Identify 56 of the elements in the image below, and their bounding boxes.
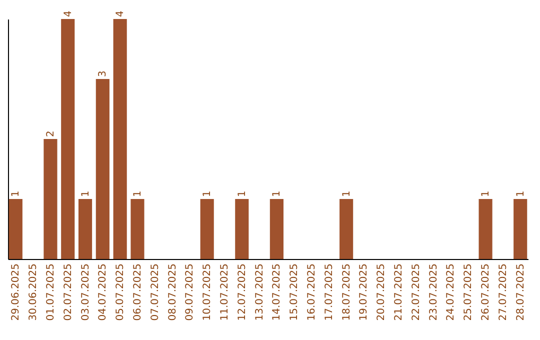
data-label: 1 bbox=[272, 190, 283, 197]
bar bbox=[78, 199, 92, 259]
x-tick-label: 17.07.2025 bbox=[324, 264, 335, 321]
bar bbox=[340, 199, 354, 259]
data-label: 1 bbox=[515, 190, 526, 197]
x-tick-label: 08.07.2025 bbox=[167, 264, 178, 321]
data-label: 2 bbox=[45, 130, 56, 137]
x-tick-label: 06.07.2025 bbox=[132, 264, 144, 321]
bar bbox=[130, 199, 144, 259]
data-label: 4 bbox=[62, 10, 74, 17]
x-tick-label: 26.07.2025 bbox=[480, 264, 492, 321]
x-tick-label: 15.07.2025 bbox=[289, 264, 300, 321]
x-tick-label: 07.07.2025 bbox=[150, 264, 161, 321]
x-tick-label: 13.07.2025 bbox=[254, 264, 266, 321]
x-tick-label: 04.07.2025 bbox=[98, 264, 109, 321]
bar bbox=[270, 199, 284, 259]
bar bbox=[235, 199, 249, 259]
x-tick-label: 29.06.2025 bbox=[10, 264, 22, 321]
bar bbox=[8, 199, 22, 259]
bar bbox=[478, 199, 492, 259]
x-tick-label: 12.07.2025 bbox=[236, 264, 248, 321]
x-tick-label: 14.07.2025 bbox=[272, 264, 283, 321]
x-tick-label: 10.07.2025 bbox=[202, 264, 214, 321]
bar bbox=[514, 199, 528, 259]
bar bbox=[96, 79, 110, 259]
x-tick-label: 20.07.2025 bbox=[376, 264, 388, 321]
data-label: 4 bbox=[115, 10, 126, 17]
x-tick-label: 28.07.2025 bbox=[515, 264, 526, 321]
data-label: 1 bbox=[236, 190, 248, 197]
data-label: 1 bbox=[341, 190, 352, 197]
data-label: 1 bbox=[202, 190, 214, 197]
x-tick-label: 22.07.2025 bbox=[410, 264, 422, 321]
bar bbox=[113, 19, 127, 259]
bar bbox=[44, 139, 58, 259]
x-tick-label: 03.07.2025 bbox=[80, 264, 92, 321]
x-tick-label: 30.06.2025 bbox=[28, 264, 40, 321]
x-tick-label: 18.07.2025 bbox=[341, 264, 352, 321]
x-tick-label: 16.07.2025 bbox=[306, 264, 318, 321]
x-tick-label: 25.07.2025 bbox=[463, 264, 474, 321]
x-tick-label: 19.07.2025 bbox=[358, 264, 370, 321]
x-tick-label: 27.07.2025 bbox=[498, 264, 509, 321]
x-tick-label: 23.07.2025 bbox=[428, 264, 440, 321]
x-tick-label: 02.07.2025 bbox=[62, 264, 74, 321]
bar bbox=[200, 199, 214, 259]
data-label: 1 bbox=[480, 190, 492, 197]
x-tick-label: 01.07.2025 bbox=[45, 264, 56, 321]
x-tick-label: 05.07.2025 bbox=[115, 264, 126, 321]
x-tick-label: 11.07.2025 bbox=[219, 264, 230, 321]
bar bbox=[61, 19, 75, 259]
data-label: 1 bbox=[132, 190, 144, 197]
data-label: 1 bbox=[80, 190, 92, 197]
data-label: 1 bbox=[10, 190, 22, 197]
data-label: 3 bbox=[98, 70, 109, 77]
x-tick-label: 24.07.2025 bbox=[446, 264, 457, 321]
x-tick-label: 21.07.2025 bbox=[394, 264, 405, 321]
x-tick-label: 09.07.2025 bbox=[184, 264, 196, 321]
